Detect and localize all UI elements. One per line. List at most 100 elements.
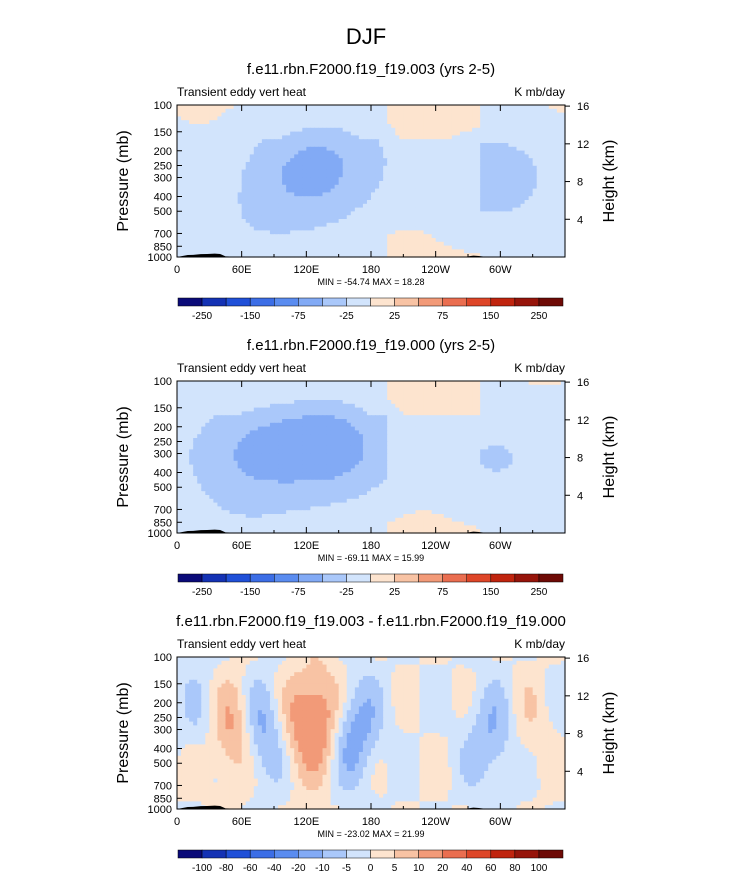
field-cell [403,415,408,420]
field-cell [278,415,283,420]
field-cell [334,108,340,114]
field-cell [213,241,219,247]
field-cell [371,143,376,148]
field-cell [480,192,485,197]
field-cell [496,407,501,412]
field-cell [411,403,417,409]
field-cell [282,211,287,216]
field-cell [221,158,227,163]
field-cell [544,207,550,212]
field-cell [350,396,356,401]
field-cell [253,400,259,405]
field-cell [177,131,182,136]
field-cell [508,219,514,224]
field-cell [330,165,336,171]
field-cell [189,188,194,193]
field-cell [294,146,299,152]
field-cell [504,127,510,133]
field-cell [459,158,465,163]
field-cell [504,162,510,167]
field-cell [181,230,186,235]
field-cell [415,177,421,182]
y-tick-label: 100 [154,100,172,112]
field-cell [237,381,243,386]
field-cell [197,177,202,182]
field-cell [411,158,417,163]
field-cell [298,112,303,117]
field-cell [290,124,295,129]
field-cell [419,196,425,201]
field-cell [314,381,320,386]
field-cell [233,407,239,412]
field-cell [427,169,433,174]
field-cell [544,226,550,231]
field-cell [516,105,522,110]
field-cell [225,196,231,201]
field-cell [249,207,255,212]
field-cell [540,403,546,409]
field-cell [391,226,396,231]
field-cell [419,169,425,174]
field-cell [476,143,481,148]
field-cell [278,419,283,424]
field-cell [261,419,267,424]
field-cell [480,200,485,205]
field-cell [447,253,453,258]
field-cell [366,146,372,152]
field-cell [451,196,457,201]
field-cell [201,127,206,133]
field-cell [508,116,514,121]
field-cell [177,400,182,405]
field-cell [249,135,255,140]
field-cell [463,169,469,174]
field-cell [274,403,279,409]
field-cell [496,184,501,190]
field-cell [350,143,356,148]
field-cell [278,184,283,190]
field-cell [504,203,510,209]
field-cell [189,249,194,254]
field-cell [391,415,396,420]
field-cell [504,150,510,155]
field-cell [233,124,239,129]
field-cell [459,146,465,152]
field-cell [314,181,320,186]
field-cell [532,203,538,209]
field-cell [245,396,251,401]
field-cell [294,139,299,144]
field-cell [520,162,526,167]
field-cell [459,419,465,424]
field-cell [217,381,223,386]
field-cell [468,203,473,209]
field-cell [330,392,336,397]
field-cell [480,116,485,121]
field-cell [459,192,465,197]
field-cell [455,146,461,152]
field-cell [193,116,198,121]
field-cell [253,203,259,209]
field-cell [310,396,316,401]
field-cell [318,177,324,182]
field-cell [451,381,457,386]
field-cell [229,219,235,224]
field-cell [379,203,384,209]
field-cell [193,139,198,144]
field-cell [185,124,190,129]
field-cell [480,173,485,178]
field-cell [197,146,202,152]
field-cell [181,173,186,178]
field-cell [472,173,477,178]
field-cell [556,158,562,163]
field-cell [201,403,206,409]
field-cell [294,215,299,220]
field-cell [492,230,497,235]
field-cell [451,411,457,416]
field-cell [419,226,425,231]
field-cell [407,230,413,235]
field-cell [197,196,202,201]
field-cell [290,411,295,416]
field-cell [193,419,198,424]
field-cell [229,112,235,117]
field-cell [476,150,481,155]
field-cell [189,162,194,167]
